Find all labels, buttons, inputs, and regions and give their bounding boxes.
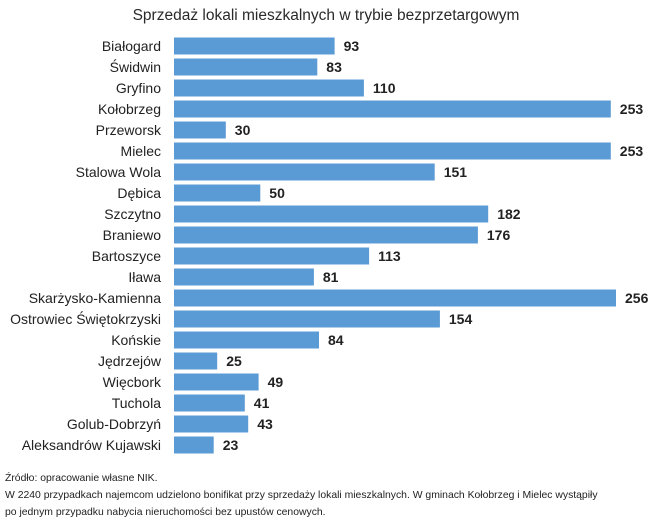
category-label: Stalowa Wola (76, 164, 162, 180)
bar (174, 415, 249, 433)
bar (174, 394, 245, 412)
value-label: 154 (449, 311, 473, 327)
bar (174, 226, 478, 244)
value-label: 256 (625, 290, 649, 306)
category-label: Skarżysko-Kamienna (29, 290, 161, 306)
value-label: 50 (269, 185, 285, 201)
bar (174, 247, 370, 265)
value-label: 30 (235, 122, 251, 138)
bar (174, 100, 611, 118)
value-label: 182 (497, 206, 521, 222)
value-label: 23 (223, 437, 239, 453)
bar (174, 205, 489, 223)
category-label: Jędrzejów (98, 353, 162, 369)
bar (174, 142, 611, 160)
value-label: 25 (226, 353, 242, 369)
footnote: Źródło: opracowanie własne NIK. W 2240 p… (5, 470, 653, 521)
footnote-note-line-2: po jednym przypadku nabycia nieruchomośc… (5, 507, 326, 518)
category-label: Białogard (102, 38, 161, 54)
bar (174, 184, 261, 202)
chart-title: Sprzedaż lokali mieszkalnych w trybie be… (133, 7, 520, 24)
bar (174, 79, 364, 97)
category-label: Tuchola (112, 395, 162, 411)
bar (174, 58, 318, 76)
category-label: Szczytno (104, 206, 161, 222)
bar (174, 373, 259, 391)
category-label: Braniewo (103, 227, 162, 243)
category-label: Dębica (117, 185, 161, 201)
footnote-note-line-1: W 2240 przypadkach najemcom udzielono bo… (5, 490, 598, 501)
category-label: Ostrowiec Świętokrzyski (10, 310, 161, 327)
bar (174, 268, 314, 286)
value-label: 151 (444, 164, 468, 180)
value-label: 49 (268, 374, 284, 390)
value-label: 41 (254, 395, 270, 411)
bar (174, 289, 616, 307)
category-label: Bartoszyce (92, 248, 161, 264)
category-label: Przeworsk (96, 122, 162, 138)
value-label: 176 (487, 227, 511, 243)
category-label: Kołobrzeg (98, 101, 161, 117)
category-label: Końskie (111, 332, 161, 348)
value-label: 81 (323, 269, 339, 285)
bar-chart: Sprzedaż lokali mieszkalnych w trybie be… (10, 7, 649, 454)
value-label: 84 (328, 332, 344, 348)
value-label: 93 (344, 38, 360, 54)
value-label: 113 (378, 248, 401, 264)
value-label: 43 (257, 416, 273, 432)
bar (174, 352, 218, 370)
bar (174, 310, 440, 328)
bar (174, 163, 435, 181)
category-label: Świdwin (110, 58, 161, 75)
footnote-source: Źródło: opracowanie własne NIK. (5, 473, 158, 484)
category-label: Gryfino (116, 80, 161, 96)
value-label: 253 (620, 101, 644, 117)
value-label: 83 (326, 59, 342, 75)
bar (174, 37, 335, 55)
bar (174, 121, 226, 139)
bars-layer: Białogard 93 Świdwin 83 Gryfino 110 Kołobrzeg 2… (10, 37, 649, 454)
category-label: Aleksandrów Kujawski (22, 437, 161, 453)
value-label: 253 (620, 143, 644, 159)
bar (174, 436, 214, 454)
category-label: Golub-Dobrzyń (67, 416, 161, 432)
value-label: 110 (373, 80, 396, 96)
category-label: Więcbork (103, 374, 162, 390)
bar (174, 331, 319, 349)
category-label: Iława (128, 269, 161, 285)
category-label: Mielec (121, 143, 161, 159)
